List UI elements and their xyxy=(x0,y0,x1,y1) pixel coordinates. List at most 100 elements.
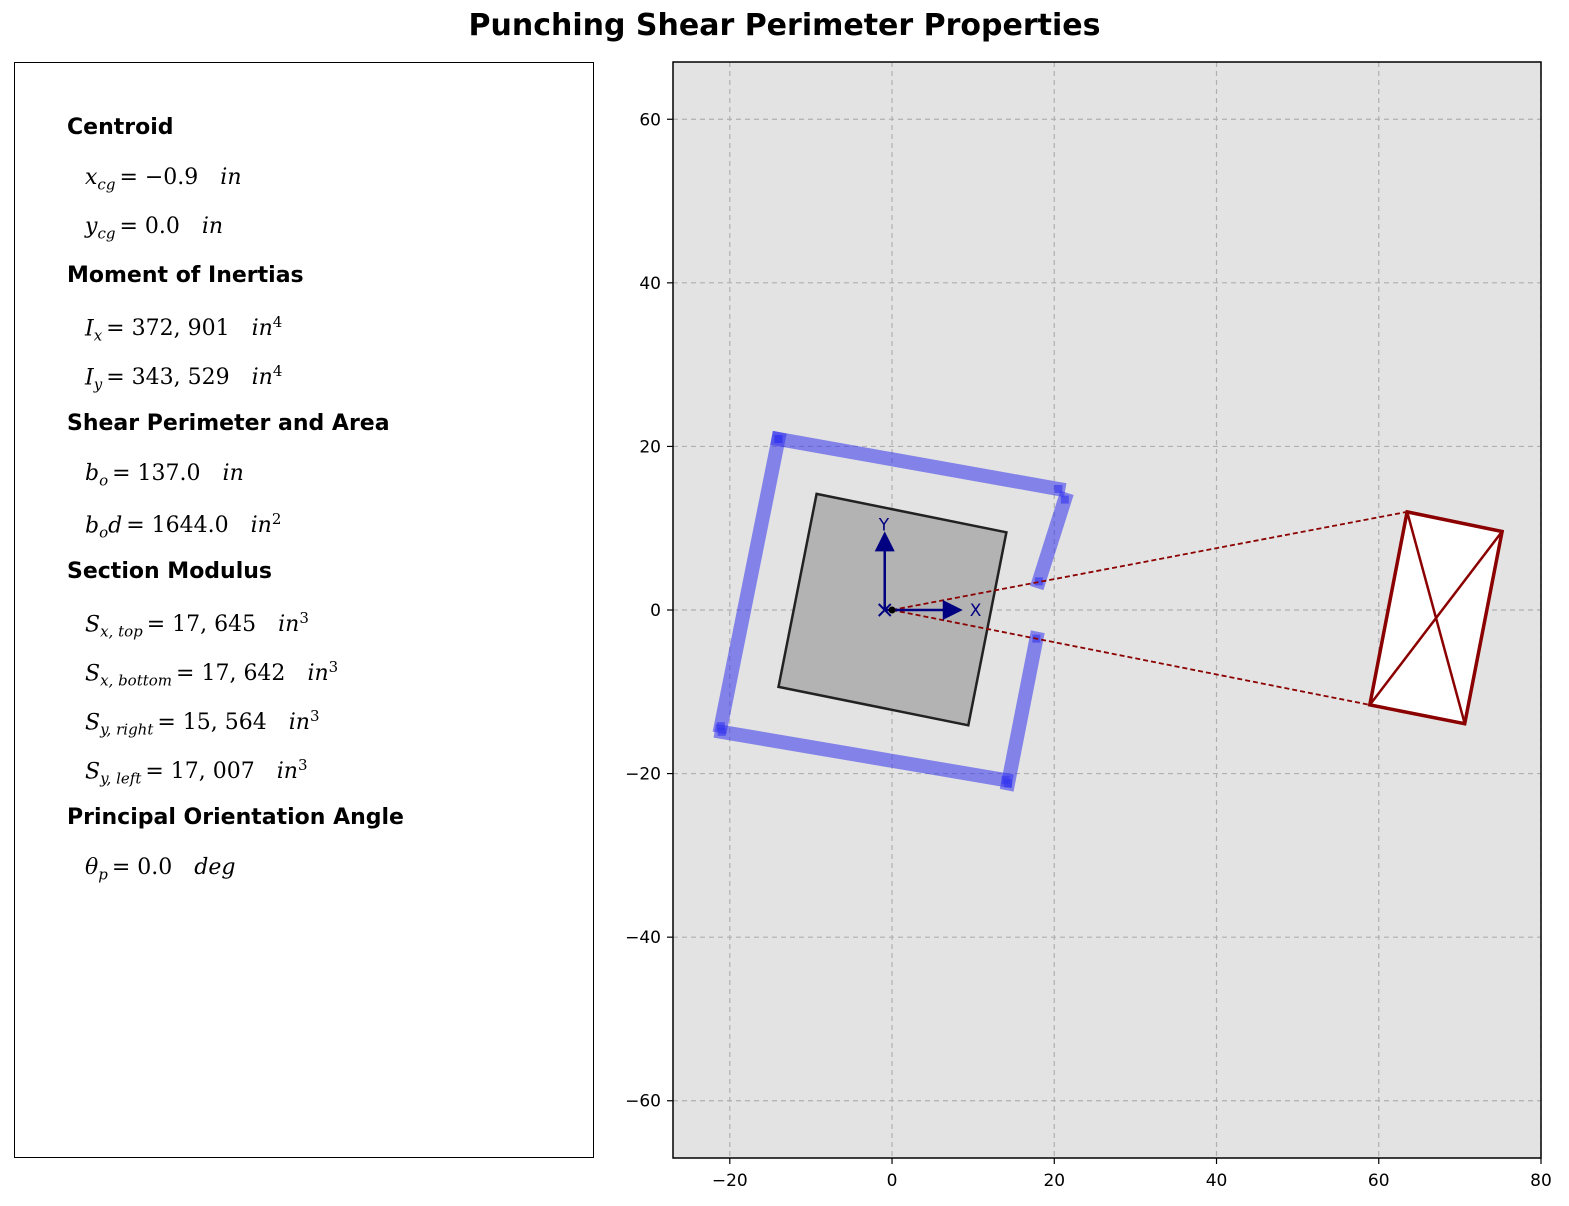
property-sub: x, bottom xyxy=(100,671,173,690)
x-tick-label: 20 xyxy=(1043,1171,1065,1191)
x-tick-label: 40 xyxy=(1206,1171,1228,1191)
property-sym: S xyxy=(85,612,101,638)
property-unit: in xyxy=(307,661,329,687)
property-sub: y xyxy=(93,375,103,394)
x-tick-label: 0 xyxy=(887,1171,898,1191)
property-line: bo = 137.0 in xyxy=(85,461,244,489)
property-unit: in xyxy=(251,365,273,391)
section-heading: Moment of Inertias xyxy=(67,263,304,288)
figure-title: Punching Shear Perimeter Properties xyxy=(468,8,1101,43)
property-line: Sx, bottom = 17, 642 in3 xyxy=(85,658,338,690)
y-tick-label: −20 xyxy=(625,765,661,785)
property-sup: 3 xyxy=(297,756,308,774)
property-sym: b xyxy=(85,513,100,539)
property-sym: S xyxy=(85,710,101,736)
property-sym: I xyxy=(85,365,94,391)
property-value: = −0.9 xyxy=(119,165,199,190)
property-unit: in xyxy=(222,461,244,486)
y-tick-label: −40 xyxy=(625,928,661,948)
perimeter-node xyxy=(717,727,726,736)
property-sub: cg xyxy=(97,224,116,243)
property-sym2: d xyxy=(108,513,123,539)
property-unit: in xyxy=(220,165,242,190)
property-value: = 17, 645 xyxy=(146,612,257,638)
property-sub: p xyxy=(98,865,108,884)
property-sub: o xyxy=(99,523,109,542)
section-heading: Centroid xyxy=(67,115,174,140)
property-unit: in xyxy=(201,214,224,239)
property-sym: x xyxy=(85,165,98,190)
property-sub: x, top xyxy=(100,622,143,641)
property-unit: in xyxy=(250,513,272,539)
property-unit: in xyxy=(278,612,300,638)
property-sup: 3 xyxy=(328,658,339,676)
property-value: = 1644.0 xyxy=(126,513,229,539)
property-line: Sx, top = 17, 645 in3 xyxy=(85,609,309,641)
property-unit: in xyxy=(288,710,310,736)
property-value: = 137.0 xyxy=(112,461,201,486)
property-line: bod = 1644.0 in2 xyxy=(85,510,281,542)
property-line: xcg = −0.9 in xyxy=(85,165,242,193)
perimeter-node xyxy=(1034,577,1043,586)
shear-perimeter-segment xyxy=(999,630,1045,792)
shear-perimeter-segment xyxy=(712,430,787,735)
centroid-marker xyxy=(878,603,892,617)
property-line: Sy, left = 17, 007 in3 xyxy=(85,756,308,788)
property-value: = 0.0 xyxy=(119,214,180,239)
property-sup: 4 xyxy=(272,362,283,380)
leader-line xyxy=(891,510,1408,611)
perimeter-node xyxy=(1054,484,1063,493)
shear-perimeter-segment xyxy=(1030,490,1074,591)
stress-block-diagonal xyxy=(1368,530,1504,706)
property-sym: I xyxy=(85,316,94,342)
property-sup: 2 xyxy=(271,510,282,528)
perimeter-node xyxy=(774,435,783,444)
shear-perimeter-segment xyxy=(770,430,1067,498)
property-value: = 0.0 xyxy=(111,855,173,880)
y-tick-label: 20 xyxy=(639,437,661,457)
shear-perimeter-segment xyxy=(713,723,1014,789)
property-unit: in xyxy=(276,759,298,785)
section-heading: Principal Orientation Angle xyxy=(67,805,404,830)
property-line: θp = 0.0 deg xyxy=(85,855,235,883)
property-sym: S xyxy=(85,759,101,785)
x-tick-label: 60 xyxy=(1368,1171,1390,1191)
section-heading: Section Modulus xyxy=(67,559,273,584)
property-sub: x xyxy=(93,326,103,345)
y-tick-label: 0 xyxy=(650,601,661,621)
property-sup: 3 xyxy=(299,609,309,627)
property-sub: o xyxy=(99,471,109,490)
x-tick-label: −20 xyxy=(712,1171,748,1191)
property-value: = 17, 642 xyxy=(176,661,286,687)
y-tick-label: 40 xyxy=(639,274,661,294)
perimeter-node xyxy=(1060,495,1069,504)
property-value: = 17, 007 xyxy=(145,759,255,785)
property-sup: 4 xyxy=(272,313,283,331)
property-value: = 372, 901 xyxy=(106,316,230,342)
property-sym: b xyxy=(85,461,100,486)
property-sup: 3 xyxy=(309,707,320,725)
property-sub: cg xyxy=(97,175,116,194)
y-tick-label: 60 xyxy=(639,110,661,130)
property-sym: S xyxy=(85,661,101,687)
property-sub: y, right xyxy=(100,720,154,739)
property-sub: y, left xyxy=(100,769,142,788)
perimeter-node xyxy=(1001,776,1010,785)
property-line: Ix = 372, 901 in4 xyxy=(85,313,282,345)
y-axis-label: Y xyxy=(878,515,890,535)
property-sym: θ xyxy=(85,855,99,880)
property-unit: in xyxy=(251,316,273,342)
property-value: = 343, 529 xyxy=(106,365,230,391)
property-sym: y xyxy=(85,214,98,239)
y-tick-label: −60 xyxy=(625,1092,661,1112)
properties-panel: Centroid xcg = −0.9 in ycg = 0.0 in Moment of I… xyxy=(14,62,594,1158)
property-line: Sy, right = 15, 564 in3 xyxy=(85,707,320,739)
origin-point xyxy=(888,606,896,614)
x-tick-label: 80 xyxy=(1530,1171,1552,1191)
leader-line xyxy=(891,609,1371,706)
property-unit: deg xyxy=(194,855,236,880)
property-line: ycg = 0.0 in xyxy=(85,214,223,242)
section-heading: Shear Perimeter and Area xyxy=(67,411,390,436)
x-axis-label: X xyxy=(970,601,982,621)
